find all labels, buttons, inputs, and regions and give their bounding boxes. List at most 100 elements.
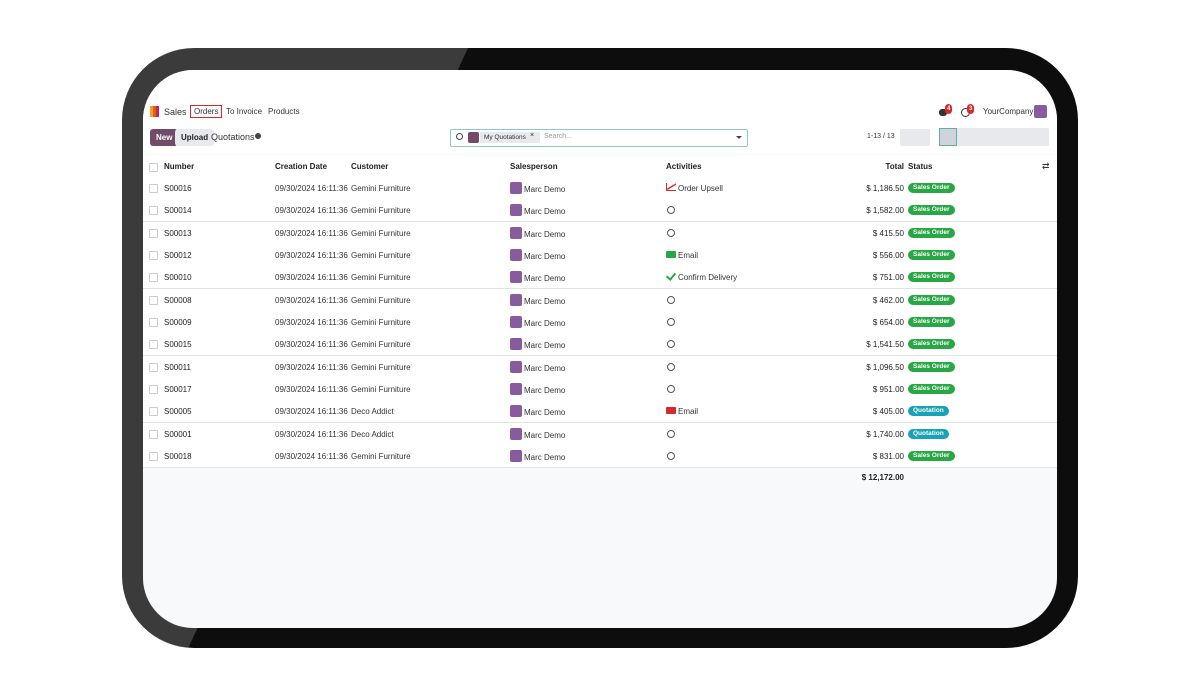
total: $ 1,541.50 bbox=[866, 340, 904, 350]
salesperson: Marc Demo bbox=[524, 185, 566, 194]
salesperson: Marc Demo bbox=[524, 207, 566, 217]
row-checkbox[interactable] bbox=[149, 295, 158, 305]
creation-date: 09/30/2024 16:11:36 bbox=[275, 429, 348, 439]
select-all[interactable] bbox=[149, 163, 158, 172]
total: $ 556.00 bbox=[872, 250, 904, 260]
row-checkbox[interactable] bbox=[149, 407, 158, 417]
optional-columns[interactable]: ⇄ bbox=[1042, 161, 1050, 171]
search-icon bbox=[456, 133, 463, 140]
status-badge: Sales Order bbox=[908, 249, 955, 260]
activity[interactable]: Email bbox=[678, 407, 699, 417]
order-number: S00012 bbox=[164, 250, 192, 260]
customer: Gemini Furniture bbox=[351, 362, 411, 372]
activity[interactable]: Email bbox=[678, 250, 699, 260]
order-number: S00018 bbox=[164, 451, 192, 461]
creation-date: 09/30/2024 16:11:36 bbox=[275, 250, 348, 260]
activity-icon[interactable] bbox=[667, 340, 675, 349]
activity-icon[interactable] bbox=[667, 295, 675, 304]
dropdown-toggle[interactable] bbox=[736, 136, 742, 142]
status-badge: Sales Order bbox=[908, 361, 955, 372]
salesperson: Marc Demo bbox=[524, 452, 566, 462]
row-checkbox[interactable] bbox=[149, 451, 158, 461]
creation-date: 09/30/2024 16:11:36 bbox=[275, 228, 348, 238]
activity-icon[interactable] bbox=[667, 206, 675, 215]
app-logo bbox=[150, 106, 159, 117]
total: $ 751.00 bbox=[872, 273, 904, 283]
row-checkbox[interactable] bbox=[149, 228, 158, 238]
activity-icon[interactable] bbox=[667, 429, 675, 438]
creation-date: 09/30/2024 16:11:36 bbox=[275, 295, 348, 305]
app-name[interactable]: Sales bbox=[164, 107, 187, 117]
salesperson: Marc Demo bbox=[524, 274, 566, 284]
list-view-button[interactable] bbox=[939, 128, 957, 146]
activity[interactable]: Confirm Delivery bbox=[678, 273, 738, 283]
creation-date: 09/30/2024 16:11:36 bbox=[275, 340, 348, 350]
table-row[interactable] bbox=[143, 444, 1057, 468]
activity-icon[interactable] bbox=[667, 384, 675, 393]
avatar bbox=[510, 271, 522, 284]
nav-item[interactable]: Products bbox=[268, 107, 300, 116]
column-header[interactable]: Salesperson bbox=[510, 162, 558, 171]
row-checkbox[interactable] bbox=[149, 250, 158, 260]
customer: Gemini Furniture bbox=[351, 206, 411, 216]
gear-icon[interactable] bbox=[255, 133, 261, 139]
creation-date: 09/30/2024 16:11:36 bbox=[275, 362, 348, 372]
order-number: S00011 bbox=[164, 362, 191, 372]
status-badge: Sales Order bbox=[908, 316, 955, 327]
row-checkbox[interactable] bbox=[149, 362, 158, 372]
badge: 3 bbox=[967, 104, 975, 114]
status-badge: Sales Order bbox=[908, 294, 955, 305]
row-checkbox[interactable] bbox=[149, 384, 158, 394]
column-header[interactable]: Status bbox=[908, 162, 933, 171]
screen: Sales Orders To Invoice Products 4 3 You… bbox=[143, 70, 1057, 628]
order-number: S00008 bbox=[164, 295, 192, 305]
nav-item[interactable]: To Invoice bbox=[226, 107, 263, 116]
customer: Gemini Furniture bbox=[351, 451, 411, 461]
row-checkbox[interactable] bbox=[149, 184, 158, 193]
upload-button[interactable]: Upload bbox=[175, 129, 215, 146]
row-checkbox[interactable] bbox=[149, 317, 158, 327]
row-checkbox[interactable] bbox=[149, 273, 158, 283]
row-checkbox[interactable] bbox=[149, 429, 158, 439]
status-badge: Sales Order bbox=[908, 227, 955, 238]
status-badge: Sales Order bbox=[908, 183, 955, 193]
activity-icon[interactable] bbox=[666, 183, 676, 191]
activity-icon[interactable] bbox=[667, 228, 675, 237]
column-header[interactable]: Customer bbox=[351, 162, 389, 171]
column-header[interactable]: Activities bbox=[666, 162, 702, 171]
column-header[interactable]: Creation Date bbox=[275, 162, 328, 171]
row-checkbox[interactable] bbox=[149, 206, 158, 216]
user-avatar[interactable] bbox=[1034, 105, 1047, 118]
nav-item[interactable]: Orders bbox=[190, 105, 223, 118]
activity[interactable]: Order Upsell bbox=[678, 184, 723, 193]
new-button[interactable]: New bbox=[150, 129, 179, 146]
pager-buttons[interactable] bbox=[900, 129, 930, 146]
avatar bbox=[510, 293, 522, 306]
view-title: Quotations bbox=[211, 132, 255, 142]
column-header[interactable]: Number bbox=[164, 162, 195, 171]
activity-icon[interactable] bbox=[666, 250, 676, 258]
chat-icon[interactable] bbox=[939, 109, 947, 116]
activity-icon[interactable] bbox=[667, 362, 675, 371]
avatar bbox=[510, 338, 522, 351]
facet-remove[interactable]: × bbox=[530, 132, 535, 139]
status-badge: Sales Order bbox=[908, 272, 955, 283]
activity-icon[interactable] bbox=[667, 451, 675, 460]
total: $ 1,186.50 bbox=[866, 184, 904, 193]
customer: Gemini Furniture bbox=[351, 228, 411, 238]
facet[interactable]: My Quotations bbox=[480, 132, 540, 143]
salesperson: Marc Demo bbox=[524, 430, 566, 440]
order-number: S00017 bbox=[164, 384, 192, 394]
avatar bbox=[510, 427, 522, 440]
activity-icon[interactable] bbox=[667, 317, 675, 326]
total: $ 1,096.50 bbox=[866, 362, 904, 372]
status-badge: Sales Order bbox=[908, 450, 955, 461]
view-switcher[interactable] bbox=[939, 128, 1049, 146]
row-checkbox[interactable] bbox=[149, 340, 158, 350]
activity-icon[interactable] bbox=[666, 407, 676, 415]
order-number: S00005 bbox=[164, 407, 192, 417]
column-header[interactable]: Total bbox=[885, 162, 904, 171]
creation-date: 09/30/2024 16:11:36 bbox=[275, 317, 348, 327]
company[interactable]: YourCompany bbox=[983, 107, 1034, 116]
total: $ 1,582.00 bbox=[866, 206, 904, 216]
